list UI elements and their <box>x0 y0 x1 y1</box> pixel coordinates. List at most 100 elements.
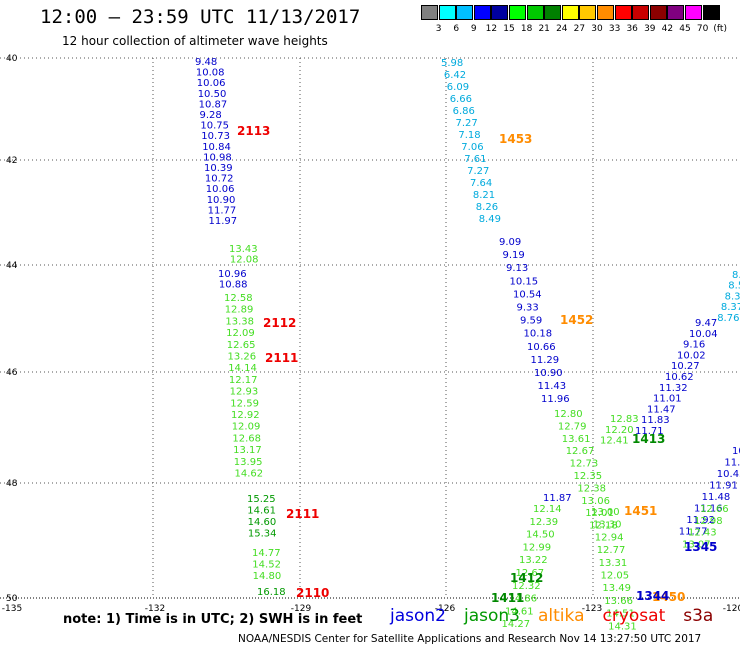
longitude-tick-label: -120 <box>723 604 740 614</box>
pass-labels: 2113 2112 2111 2111 2110 1453 1452 1451 1450 1413… <box>237 124 717 605</box>
wave-height-value: 12.98 <box>694 516 723 527</box>
wave-height-value: 10.73 <box>201 131 230 142</box>
color-scale-label: 9 <box>470 24 477 34</box>
color-swatch <box>649 5 667 20</box>
pass-number-label: 1450 <box>652 590 685 604</box>
wave-height-value: 11.16 <box>694 504 723 515</box>
wave-height-value: 12.94 <box>595 532 624 543</box>
wave-height-value: 11.87 <box>543 493 572 504</box>
color-swatch <box>597 5 614 20</box>
wave-height-value: 10.04 <box>689 329 718 340</box>
wave-height-value: 10.45 <box>717 469 740 480</box>
wave-height-value: 12.99 <box>523 542 552 553</box>
wave-height-value: 11.0 <box>724 458 740 469</box>
color-swatch <box>456 5 474 20</box>
wave-height-value: 12.65 <box>227 340 256 351</box>
wave-height-value: 11.91 <box>709 481 738 492</box>
wave-height-value: 9.09 <box>499 237 521 248</box>
wave-height-value: 9.48 <box>195 57 217 68</box>
color-scale-label: 18 <box>520 24 533 34</box>
wave-height-value: 14.51 <box>606 609 635 620</box>
color-scale-label: 30 <box>591 24 603 34</box>
color-swatch <box>702 5 720 20</box>
wave-height-value: 14.62 <box>235 469 264 480</box>
color-scale-label: 42 <box>661 24 674 34</box>
color-scale-label: 24 <box>556 24 568 34</box>
note-text: note: 1) Time is in UTC; 2) SWH is in fe… <box>63 612 363 627</box>
wave-height-value: 8.5 <box>728 281 740 292</box>
color-scale-label: 27 <box>573 24 586 34</box>
latitude-tick-label: 42 <box>6 156 17 166</box>
wave-height-value: 12.73 <box>570 459 599 470</box>
legend-item-cryosat: cryosat <box>602 606 666 626</box>
wave-height-value: 6.42 <box>444 70 466 81</box>
wave-height-value: 13.07 <box>682 539 711 550</box>
wave-height-value: 10.66 <box>527 342 556 353</box>
wave-height-value: 12.43 <box>688 528 717 539</box>
wave-height-value: 12.38 <box>577 483 606 494</box>
wave-height-value: 11.77 <box>679 527 708 538</box>
pass-number-label: 1412 <box>510 571 543 585</box>
wave-height-value: 6.86 <box>453 106 475 117</box>
wave-height-value: 7.64 <box>470 178 492 189</box>
wave-height-value: 12.14 <box>533 504 562 515</box>
wave-height-value: 8. <box>732 270 740 281</box>
latitude-tick-label: 44 <box>6 261 18 271</box>
wave-height-value: 14.77 <box>252 548 281 559</box>
wave-height-value: 14.14 <box>228 363 257 374</box>
wave-height-value: 12.83 <box>610 414 639 425</box>
wave-height-value: 11.97 <box>209 216 238 227</box>
color-swatch <box>438 5 456 20</box>
wave-height-value: 12.59 <box>230 398 259 409</box>
wave-height-value: 13.30 <box>593 520 622 531</box>
wave-height-value: 14.27 <box>502 619 531 630</box>
wave-height-value: 10.90 <box>207 195 236 206</box>
wave-height-value: 13.95 <box>234 457 263 468</box>
color-scale-label: 39 <box>644 24 656 34</box>
color-scale-label: 6 <box>453 24 460 34</box>
wave-height-value: 12.58 <box>224 293 253 304</box>
wave-height-value: 11.47 <box>647 404 676 415</box>
wave-height-value: 10.06 <box>197 78 226 89</box>
wave-height-value: 14.86 <box>509 594 538 605</box>
wave-height-value: 8.76 <box>717 313 739 324</box>
pass-number-label: 1451 <box>624 504 657 518</box>
wave-height-value: 10.08 <box>196 68 225 79</box>
credit-footer: NOAA/NESDIS Center for Satellite Applica… <box>238 633 702 645</box>
satellite-legend: jason2 jason3 altika cryosat s3a <box>390 606 731 626</box>
wave-height-value: 10.18 <box>524 329 553 340</box>
pass-number-label: 1345 <box>684 540 717 554</box>
pass-number-label: 2112 <box>263 316 296 330</box>
wave-height-value: 14.60 <box>248 517 277 528</box>
wave-height-value: 13.22 <box>519 555 548 566</box>
wave-height-value: 10.72 <box>205 174 234 185</box>
wave-height-value: 9.19 <box>503 250 525 261</box>
color-scale-unit: (ft) <box>713 24 727 34</box>
wave-height-value: 11.29 <box>531 355 560 366</box>
wave-height-value: 14.61 <box>247 506 276 517</box>
wave-height-value: 8.21 <box>473 190 495 201</box>
plot-title: 12:00 — 23:59 UTC 11/13/2017 <box>40 6 361 28</box>
wave-height-value: 10.87 <box>199 99 228 110</box>
wave-height-value: 15.25 <box>247 494 276 505</box>
pass-number-label: 2113 <box>237 124 270 138</box>
wave-height-value: 10.27 <box>671 361 700 372</box>
wave-height-value: 12.80 <box>554 409 583 420</box>
legend-item-jason2: jason2 <box>390 606 446 626</box>
wave-height-value: 9.16 <box>683 340 705 351</box>
color-scale-label: 12 <box>485 24 498 34</box>
longitude-tick-label: -135 <box>2 604 22 614</box>
wave-height-value: 10.90 <box>534 368 563 379</box>
wave-height-value: 11.92 <box>686 515 715 526</box>
wave-height-value: 13.06 <box>581 496 610 507</box>
wave-height-value: 11.96 <box>541 394 570 405</box>
longitude-tick-label: -132 <box>145 604 165 614</box>
wave-height-value: 10.15 <box>510 276 539 287</box>
color-scale-label: 33 <box>608 24 621 34</box>
plot-subtitle: 12 hour collection of altimeter wave hei… <box>62 34 328 48</box>
color-swatch <box>561 5 579 20</box>
wave-height-value: 10.88 <box>219 280 248 291</box>
color-swatch <box>685 5 702 20</box>
color-scale-label: 36 <box>626 24 638 34</box>
